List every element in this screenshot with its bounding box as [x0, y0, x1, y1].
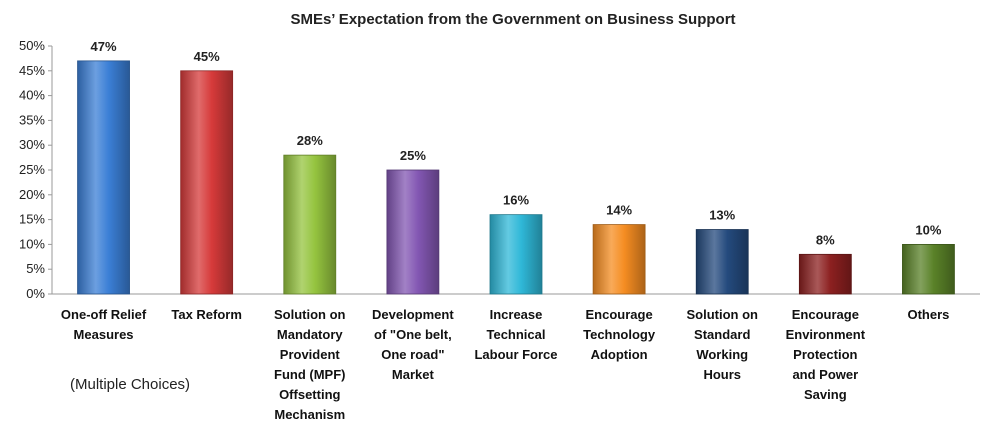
y-tick-label: 0%: [26, 286, 45, 301]
data-label: 8%: [816, 232, 835, 247]
x-tick-label-line: of "One belt,: [374, 327, 452, 342]
bar: [180, 70, 234, 295]
x-tick-label-line: Protection: [793, 347, 858, 362]
x-tick-label-line: and Power: [792, 367, 859, 382]
bar: [386, 169, 440, 295]
x-tick-label-line: Saving: [804, 387, 847, 402]
x-tick-label-line: Development: [372, 307, 454, 322]
x-tick-label-line: Labour Force: [474, 347, 558, 362]
x-tick-label: Others: [876, 305, 980, 325]
x-tick-label: Encourage Technology Adoption: [567, 305, 671, 365]
multiple-choices-note: (Multiple Choices): [70, 376, 191, 393]
y-tick-label: 5%: [26, 261, 45, 276]
x-tick-label-line: Offsetting: [279, 387, 341, 402]
x-tick-label-line: Mechanism: [274, 407, 346, 422]
x-tick-label-line: Others: [907, 307, 950, 322]
x-tick-label-line: Solution on: [686, 307, 758, 322]
bar: [489, 214, 543, 295]
y-axis: 0% 5% 10% 15% 20% 25% 30% 35% 40% 45% 50%: [19, 38, 980, 301]
x-tick-label-line: Technical: [486, 327, 546, 342]
x-tick-label-line: Technology: [583, 327, 656, 342]
x-tick-label: Encourage Environment Protection and Power S…: [773, 305, 877, 405]
data-label: 47%: [91, 39, 117, 54]
bar: [798, 253, 852, 295]
y-tick-label: 35%: [19, 112, 45, 127]
x-tick-label-line: Encourage: [791, 307, 859, 322]
bar: [902, 243, 955, 295]
x-tick-label-line: Measures: [73, 327, 134, 342]
x-tick-label-line: Mandatory: [276, 327, 343, 342]
x-tick-label: Increase Technical Labour Force: [464, 305, 568, 365]
bar: [77, 60, 130, 295]
data-label: 16%: [503, 193, 529, 208]
x-tick-label-line: Standard: [694, 327, 751, 342]
x-tick-label: Tax Reform: [155, 305, 259, 325]
data-label: 25%: [400, 148, 426, 163]
data-label: 45%: [194, 49, 220, 64]
x-tick-label: Development of "One belt, One road" Market: [361, 305, 465, 385]
x-tick-label-line: One road": [381, 347, 445, 362]
x-tick-label-line: Environment: [785, 327, 866, 342]
x-tick-label: Solution on Standard Working Hours: [670, 305, 774, 385]
y-tick-label: 40%: [19, 88, 45, 103]
x-tick-label: Solution on Mandatory Provident Fund (MPF) O…: [258, 305, 362, 425]
data-label: 10%: [915, 222, 941, 237]
bar: [592, 224, 646, 295]
y-tick-label: 25%: [19, 162, 45, 177]
x-tick-label-line: Tax Reform: [171, 307, 242, 322]
y-tick-label: 30%: [19, 137, 45, 152]
data-label: 28%: [297, 133, 323, 148]
data-label: 13%: [709, 208, 735, 223]
data-label: 14%: [606, 203, 632, 218]
x-tick-label-line: Hours: [703, 367, 741, 382]
y-tick-label: 15%: [19, 212, 45, 227]
x-tick-label-line: Market: [391, 367, 434, 382]
x-tick-label-line: Adoption: [590, 347, 648, 362]
y-tick-label: 20%: [19, 187, 45, 202]
x-tick-label-line: Fund (MPF): [274, 367, 346, 382]
x-tick-label-line: Solution on: [274, 307, 346, 322]
y-tick-label: 50%: [19, 38, 45, 53]
y-tick-label: 45%: [19, 63, 45, 78]
bar: [283, 154, 337, 295]
x-tick-label: One-off Relief Measures: [52, 305, 156, 345]
x-tick-label-line: Increase: [489, 307, 543, 322]
x-tick-label-line: Encourage: [585, 307, 653, 322]
y-tick-label: 10%: [19, 236, 45, 251]
bars: 47% 45% 28% 25% 16% 14% 13% 8% 10%: [77, 39, 955, 295]
chart-title: SMEs’ Expectation from the Government on…: [290, 11, 735, 28]
bar: [695, 229, 749, 295]
x-tick-label-line: One-off Relief: [60, 307, 147, 322]
x-tick-label-line: Provident: [279, 347, 340, 362]
x-tick-label-line: Working: [696, 347, 749, 362]
